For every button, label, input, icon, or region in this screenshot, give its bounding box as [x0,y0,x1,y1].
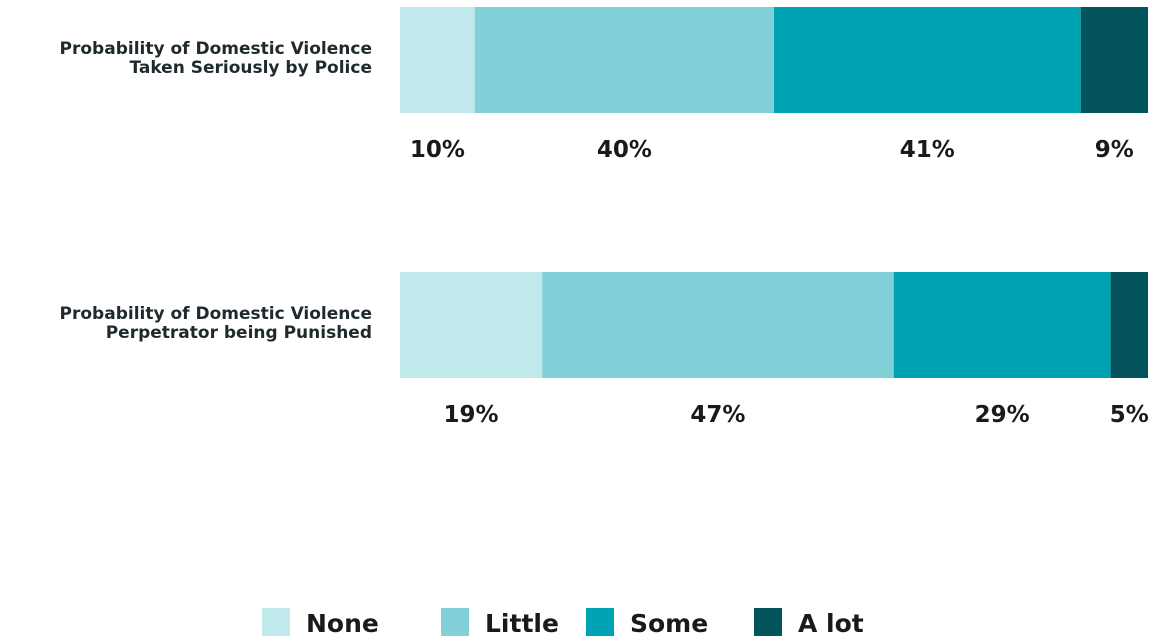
category-label-line: Taken Seriously by Police [129,58,372,78]
bar-segment-a-lot [1110,272,1148,378]
bar-segment-some [893,272,1111,378]
legend-swatch [441,608,469,636]
legend-swatch [586,608,614,636]
category-label-line: Probability of Domestic Violence [60,39,372,59]
legend-label: A lot [798,609,864,638]
category-label: Probability of Domestic Violence Taken Se… [60,39,372,78]
category-label-line: Perpetrator being Punished [106,323,372,343]
data-label: 10% [410,137,465,163]
data-label: 29% [975,402,1030,428]
bar-segment-none [400,7,475,113]
bar-segment-a-lot [1080,7,1148,113]
bar-segment-little [542,272,894,378]
legend-swatch [754,608,782,636]
data-label: 41% [900,137,955,163]
data-label: 9% [1095,137,1134,163]
bar-segment-some [774,7,1081,113]
bar-segment-none [400,272,543,378]
data-label: 40% [597,137,652,163]
data-label: 47% [690,402,745,428]
legend-label: None [306,609,379,638]
data-label: 19% [444,402,499,428]
legend-label: Some [630,609,708,638]
legend: None Little Some A lot [262,608,864,638]
category-label: Probability of Domestic Violence Perpetra… [60,304,372,343]
data-label: 5% [1110,402,1149,428]
bar-group-1: Probability of Domestic Violence Taken Se… [60,7,1148,163]
bar-segment-little [474,7,774,113]
legend-label: Little [485,609,559,638]
bar-group-2: Probability of Domestic Violence Perpetra… [60,272,1149,428]
legend-swatch [262,608,290,636]
category-label-line: Probability of Domestic Violence [60,304,372,324]
